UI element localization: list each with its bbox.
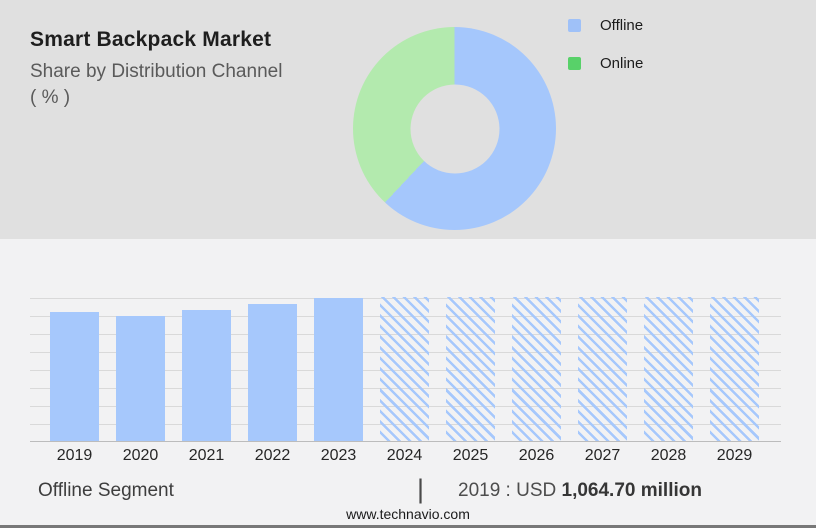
- bar-2019: [50, 311, 99, 441]
- x-axis-label-2028: 2028: [650, 447, 687, 464]
- bar-2021: [182, 310, 231, 441]
- forecast-bar-2027: [578, 297, 627, 441]
- forecast-bar-2028: [644, 297, 693, 441]
- x-axis: 2019 2020 2021 2022 2023 2024 2025 2026 2027 2028…: [30, 447, 781, 467]
- legend-item-online: Online: [568, 54, 643, 72]
- x-axis-label-2022: 2022: [254, 447, 291, 464]
- donut-legend: Offline Online: [568, 16, 643, 92]
- x-axis-label-2029: 2029: [716, 447, 753, 464]
- legend-label-online: Online: [600, 54, 644, 72]
- bar-2020: [116, 316, 165, 441]
- bar-2023: [314, 298, 363, 441]
- value-annotation: 2019 : USD 1,064.70 million: [458, 480, 702, 502]
- donut-hole: [410, 84, 499, 173]
- bar-2022: [248, 304, 297, 441]
- x-axis-label-2023: 2023: [320, 447, 357, 464]
- page-title: Smart Backpack Market: [30, 28, 272, 51]
- x-axis-label-2021: 2021: [188, 447, 225, 464]
- donut-chart: [353, 27, 556, 230]
- x-axis-label-2026: 2026: [518, 447, 555, 464]
- legend-swatch-online-icon: [568, 56, 581, 70]
- value-amount: 1,064.70 million: [561, 480, 702, 501]
- separator: |: [417, 474, 425, 504]
- legend-label-offline: Offline: [600, 16, 644, 34]
- header-panel: Smart Backpack Market Share by Distribut…: [0, 0, 816, 239]
- x-axis-label-2019: 2019: [56, 447, 93, 464]
- forecast-bar-2029: [710, 297, 759, 441]
- forecast-bar-2024: [380, 297, 429, 441]
- chart-subtitle: Share by Distribution Channel ( % ): [30, 59, 282, 111]
- bar-chart-plot: [30, 297, 781, 442]
- chart-panel: 2019 2020 2021 2022 2023 2024 2025 2026 2027 2028…: [0, 239, 816, 528]
- forecast-bar-2025: [446, 297, 495, 441]
- subtitle-line-1: Share by Distribution Channel: [30, 61, 283, 82]
- x-axis-label-2025: 2025: [452, 447, 489, 464]
- legend-swatch-offline-icon: [568, 18, 581, 32]
- bottom-edge-bar: [0, 525, 816, 528]
- legend-item-offline: Offline: [568, 16, 643, 34]
- value-prefix: 2019 : USD: [458, 480, 557, 501]
- subtitle-line-2: ( % ): [30, 87, 71, 108]
- x-axis-label-2020: 2020: [122, 447, 159, 464]
- x-axis-label-2027: 2027: [584, 447, 621, 464]
- segment-label: Offline Segment: [38, 480, 174, 501]
- website-url: www.technavio.com: [346, 506, 470, 522]
- x-axis-label-2024: 2024: [386, 447, 423, 464]
- forecast-bar-2026: [512, 297, 561, 441]
